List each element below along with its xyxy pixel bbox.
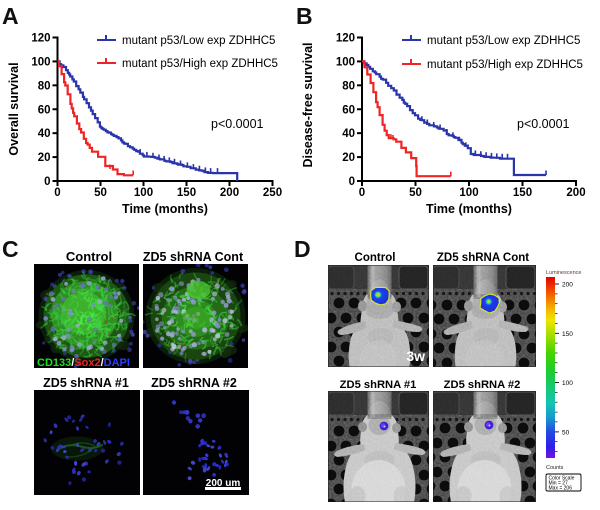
svg-text:150: 150 [562, 331, 573, 338]
svg-text:p<0.0001: p<0.0001 [211, 117, 264, 131]
svg-text:100: 100 [134, 187, 153, 199]
svg-text:40: 40 [38, 128, 51, 140]
svg-text:Time (months): Time (months) [426, 202, 512, 216]
svg-text:0: 0 [44, 176, 50, 188]
svg-text:150: 150 [513, 187, 532, 199]
svg-text:p<0.0001: p<0.0001 [517, 117, 570, 131]
svg-text:80: 80 [342, 80, 355, 92]
svg-text:Time (months): Time (months) [122, 202, 208, 216]
svg-text:mutant p53/High exp ZDHHC5: mutant p53/High exp ZDHHC5 [427, 59, 583, 71]
svg-text:ZD5 shRNA #2: ZD5 shRNA #2 [151, 376, 237, 390]
svg-text:250: 250 [263, 187, 282, 199]
svg-text:Overall survival: Overall survival [7, 62, 21, 155]
svg-text:50: 50 [94, 187, 107, 199]
svg-text:100: 100 [336, 56, 355, 68]
svg-text:0: 0 [359, 187, 365, 199]
svg-text:Min = 27: Min = 27 [549, 481, 569, 487]
svg-text:C: C [2, 236, 19, 262]
svg-text:0: 0 [349, 176, 355, 188]
svg-text:120: 120 [31, 33, 50, 45]
svg-text:100: 100 [562, 380, 573, 387]
svg-text:80: 80 [38, 80, 51, 92]
svg-text:Max = 206: Max = 206 [549, 486, 573, 492]
svg-text:100: 100 [31, 56, 50, 68]
svg-text:Control: Control [66, 249, 112, 264]
svg-text:ZD5 shRNA #2: ZD5 shRNA #2 [444, 379, 521, 391]
svg-text:Color Scale: Color Scale [549, 476, 575, 482]
svg-text:20: 20 [342, 152, 355, 164]
svg-text:mutant p53/High exp ZDHHC5: mutant p53/High exp ZDHHC5 [122, 58, 278, 70]
svg-text:ZD5 shRNA Cont: ZD5 shRNA Cont [437, 252, 529, 264]
svg-text:Disease-free survival: Disease-free survival [301, 42, 315, 167]
svg-text:Control: Control [355, 252, 396, 264]
svg-text:D: D [294, 236, 311, 262]
svg-text:0: 0 [54, 187, 60, 199]
svg-text:60: 60 [342, 104, 355, 116]
svg-text:B: B [296, 3, 313, 29]
svg-text:mutant p53/Low exp ZDHHC5: mutant p53/Low exp ZDHHC5 [427, 35, 580, 47]
svg-text:100: 100 [459, 187, 478, 199]
svg-text:120: 120 [336, 33, 355, 45]
svg-text:50: 50 [409, 187, 422, 199]
svg-text:150: 150 [177, 187, 196, 199]
svg-text:20: 20 [38, 152, 51, 164]
svg-text:40: 40 [342, 128, 355, 140]
svg-text:Counts: Counts [546, 465, 564, 471]
svg-text:200 um: 200 um [206, 478, 241, 489]
svg-text:200: 200 [562, 282, 573, 289]
svg-text:A: A [2, 3, 19, 29]
svg-text:ZD5 shRNA Cont: ZD5 shRNA Cont [143, 250, 244, 264]
svg-text:60: 60 [38, 104, 51, 116]
svg-text:CD133/Sox2/DAPI: CD133/Sox2/DAPI [37, 357, 130, 369]
svg-text:50: 50 [562, 429, 570, 436]
svg-text:ZD5 shRNA #1: ZD5 shRNA #1 [43, 376, 129, 390]
svg-text:mutant p53/Low exp ZDHHC5: mutant p53/Low exp ZDHHC5 [122, 35, 275, 47]
svg-text:ZD5 shRNA #1: ZD5 shRNA #1 [340, 379, 417, 391]
svg-text:3w: 3w [406, 348, 425, 364]
svg-text:200: 200 [220, 187, 239, 199]
svg-text:200: 200 [566, 187, 585, 199]
svg-text:Luminescence: Luminescence [546, 270, 581, 276]
